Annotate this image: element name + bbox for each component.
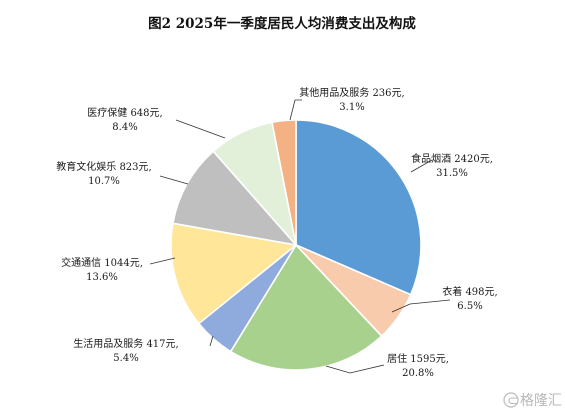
slice-label-name-value: 医疗保健 648元, — [87, 106, 162, 119]
slice-label-name-value: 其他用品及服务 236元, — [299, 86, 404, 99]
slice-label-percent: 20.8% — [402, 368, 434, 379]
pie-slice — [271, 119, 297, 246]
leader-line — [175, 119, 226, 139]
pie-slice — [229, 243, 383, 371]
slice-label-percent: 13.6% — [86, 272, 118, 283]
slice-label-name-value: 居住 1595元, — [387, 352, 449, 365]
pie-slices — [170, 119, 422, 371]
leader-line — [149, 257, 176, 265]
leader-line — [391, 299, 451, 313]
watermark: ⊂ 格隆汇 — [503, 392, 562, 409]
slice-label-percent: 8.4% — [112, 122, 137, 133]
svg-text:⊂: ⊂ — [507, 393, 519, 409]
leader-line — [159, 175, 189, 185]
pie-slice — [170, 222, 298, 325]
slice-label-name-value: 食品烟酒 2420元, — [411, 152, 493, 165]
pie-slice — [295, 119, 422, 296]
slice-label-percent: 6.5% — [457, 301, 482, 312]
slice-label-percent: 31.5% — [436, 168, 468, 179]
chart-title: 图2 2025年一季度居民人均消费支出及构成 — [148, 15, 416, 32]
slice-label-percent: 5.4% — [113, 353, 138, 364]
slice-labels: 食品烟酒 2420元, 31.5% 衣着 498元, 6.5% 居住 1595元, 20.… — [56, 86, 497, 379]
leader-line — [289, 99, 302, 121]
slice-label-percent: 3.1% — [339, 102, 364, 113]
gelonghui-logo-icon — [503, 392, 519, 408]
slice-label-percent: 10.7% — [88, 176, 120, 187]
leader-line — [325, 364, 385, 374]
slice-label-name-value: 衣着 498元, — [442, 285, 497, 298]
watermark-text: 格隆汇 — [520, 393, 562, 409]
slice-label-name-value: 教育文化娱乐 823元, — [56, 160, 151, 173]
leader-line — [410, 159, 433, 173]
slice-label-name-value: 交通通信 1044元, — [61, 256, 143, 269]
leader-line — [209, 335, 214, 347]
slice-label-name-value: 生活用品及服务 417元, — [73, 337, 178, 350]
leader-lines — [149, 99, 451, 374]
